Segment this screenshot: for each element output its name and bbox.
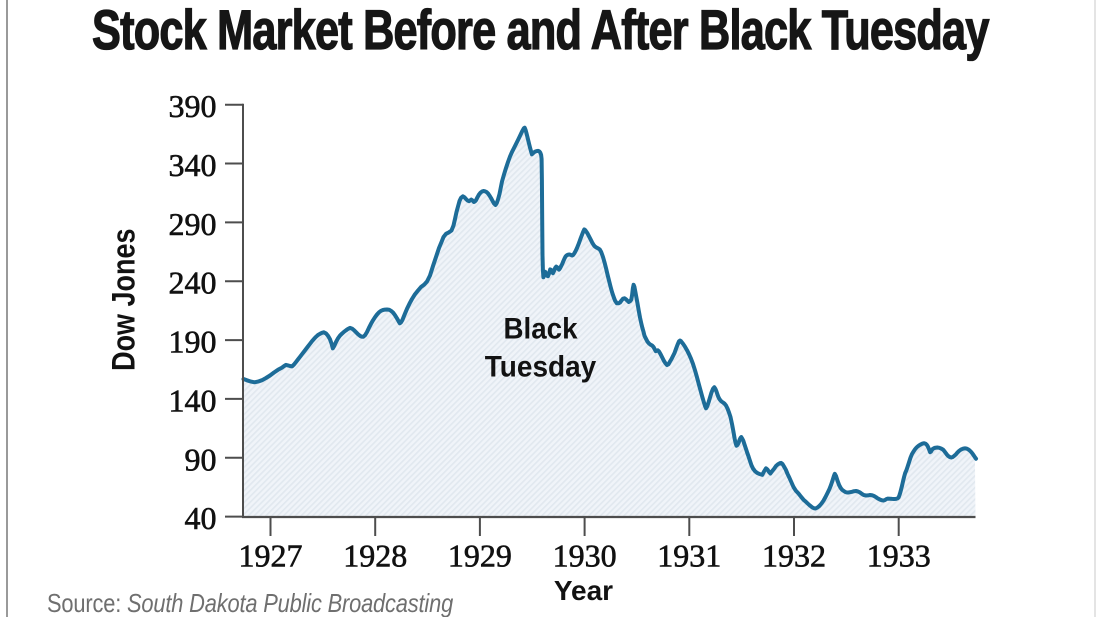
svg-text:Dow Jones: Dow Jones [106, 229, 142, 371]
svg-text:1931: 1931 [657, 538, 721, 574]
svg-text:1927: 1927 [239, 538, 303, 574]
svg-text:1932: 1932 [762, 538, 826, 574]
svg-text:Black: Black [504, 312, 579, 345]
svg-text:40: 40 [185, 500, 217, 536]
svg-text:Year: Year [554, 575, 613, 606]
svg-text:Tuesday: Tuesday [485, 351, 597, 384]
svg-text:240: 240 [169, 265, 217, 301]
svg-text:1930: 1930 [553, 538, 617, 574]
svg-text:90: 90 [185, 441, 217, 477]
svg-text:190: 190 [169, 324, 217, 360]
svg-text:340: 340 [169, 147, 217, 183]
svg-text:1929: 1929 [448, 538, 512, 574]
svg-text:390: 390 [169, 88, 217, 124]
svg-text:1928: 1928 [343, 538, 407, 574]
svg-text:140: 140 [169, 382, 217, 418]
svg-text:290: 290 [169, 206, 217, 242]
svg-text:1933: 1933 [867, 538, 931, 574]
